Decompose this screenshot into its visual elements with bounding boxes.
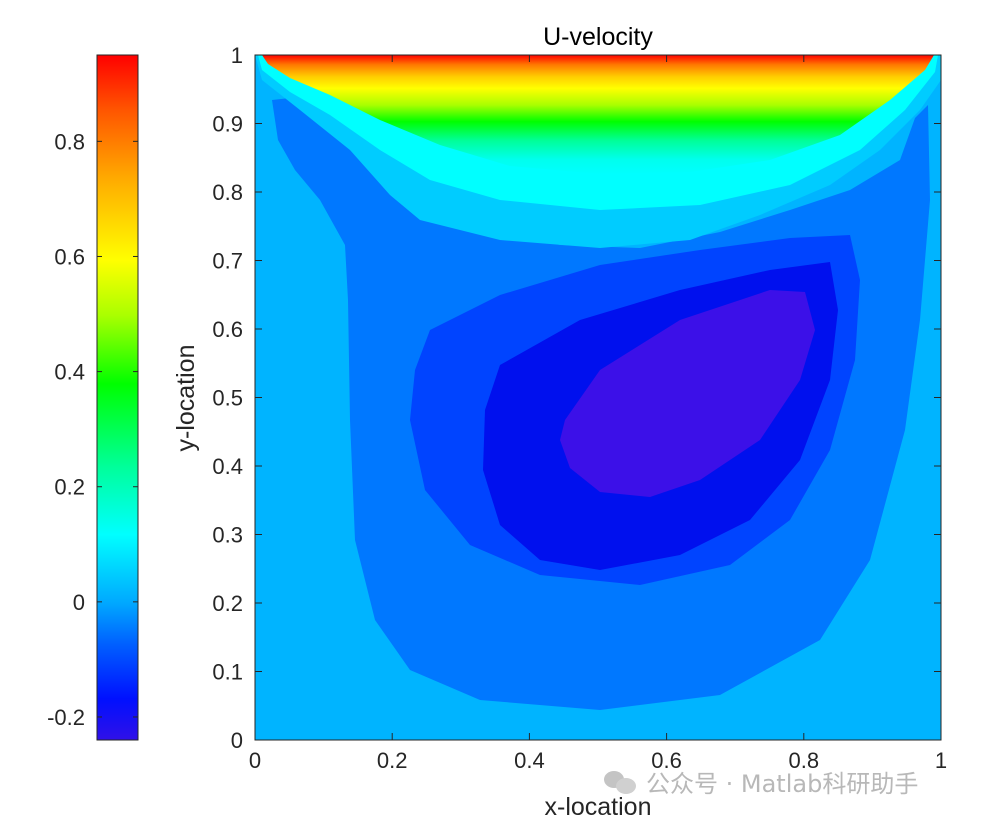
colorbar-tick-label: 0 bbox=[73, 590, 85, 615]
y-tick-label: 0 bbox=[231, 728, 243, 753]
y-axis-label: y-location bbox=[172, 345, 200, 452]
x-tick-label: 0.6 bbox=[651, 748, 682, 773]
plot-area: 0 0.2 0.4 0.6 0.8 1 0 0.1 0.2 0.3 0.4 0.5 0.6 0.7 0.8… bbox=[212, 43, 947, 773]
y-ticks: 0 0.1 0.2 0.3 0.4 0.5 0.6 0.7 0.8 0.9 1 bbox=[212, 43, 941, 753]
y-tick-label: 0.1 bbox=[212, 660, 243, 685]
y-tick-label: 0.3 bbox=[212, 523, 243, 548]
x-tick-label: 1 bbox=[935, 748, 947, 773]
colorbar: -0.2 0 0.2 0.4 0.6 0.8 bbox=[47, 54, 139, 741]
x-tick-label: 0.2 bbox=[377, 748, 408, 773]
colorbar-tick-label: 0.4 bbox=[54, 360, 85, 385]
y-tick-label: 0.8 bbox=[212, 180, 243, 205]
colorbar-tick-label: -0.2 bbox=[47, 705, 85, 730]
x-tick-label: 0.4 bbox=[514, 748, 545, 773]
y-tick-label: 0.5 bbox=[212, 386, 243, 411]
colorbar-ramp bbox=[96, 54, 139, 741]
watermark-text: 公众号 · Matlab科研助手 bbox=[646, 770, 919, 798]
contour-region-high bbox=[262, 55, 934, 174]
y-tick-label: 0.6 bbox=[212, 317, 243, 342]
y-tick-label: 1 bbox=[231, 43, 243, 68]
chart-title: U-velocity bbox=[543, 23, 653, 51]
colorbar-ticks: -0.2 0 0.2 0.4 0.6 0.8 bbox=[47, 129, 138, 730]
y-tick-label: 0.7 bbox=[212, 249, 243, 274]
x-tick-label: 0.8 bbox=[789, 748, 820, 773]
contour-region-minus-0.2 bbox=[560, 290, 815, 497]
colorbar-tick-label: 0.6 bbox=[54, 244, 85, 269]
colorbar-tick-label: 0.2 bbox=[54, 475, 85, 500]
colorbar-tick-label: 0.8 bbox=[54, 129, 85, 154]
x-tick-label: 0 bbox=[249, 748, 261, 773]
x-axis-label: x-location bbox=[545, 793, 652, 821]
wechat-icon bbox=[604, 769, 638, 795]
y-tick-label: 0.9 bbox=[212, 112, 243, 137]
y-tick-label: 0.2 bbox=[212, 591, 243, 616]
y-tick-label: 0.4 bbox=[212, 454, 243, 479]
x-ticks: 0 0.2 0.4 0.6 0.8 1 bbox=[249, 55, 947, 773]
watermark: 公众号 · Matlab科研助手 bbox=[604, 764, 918, 799]
